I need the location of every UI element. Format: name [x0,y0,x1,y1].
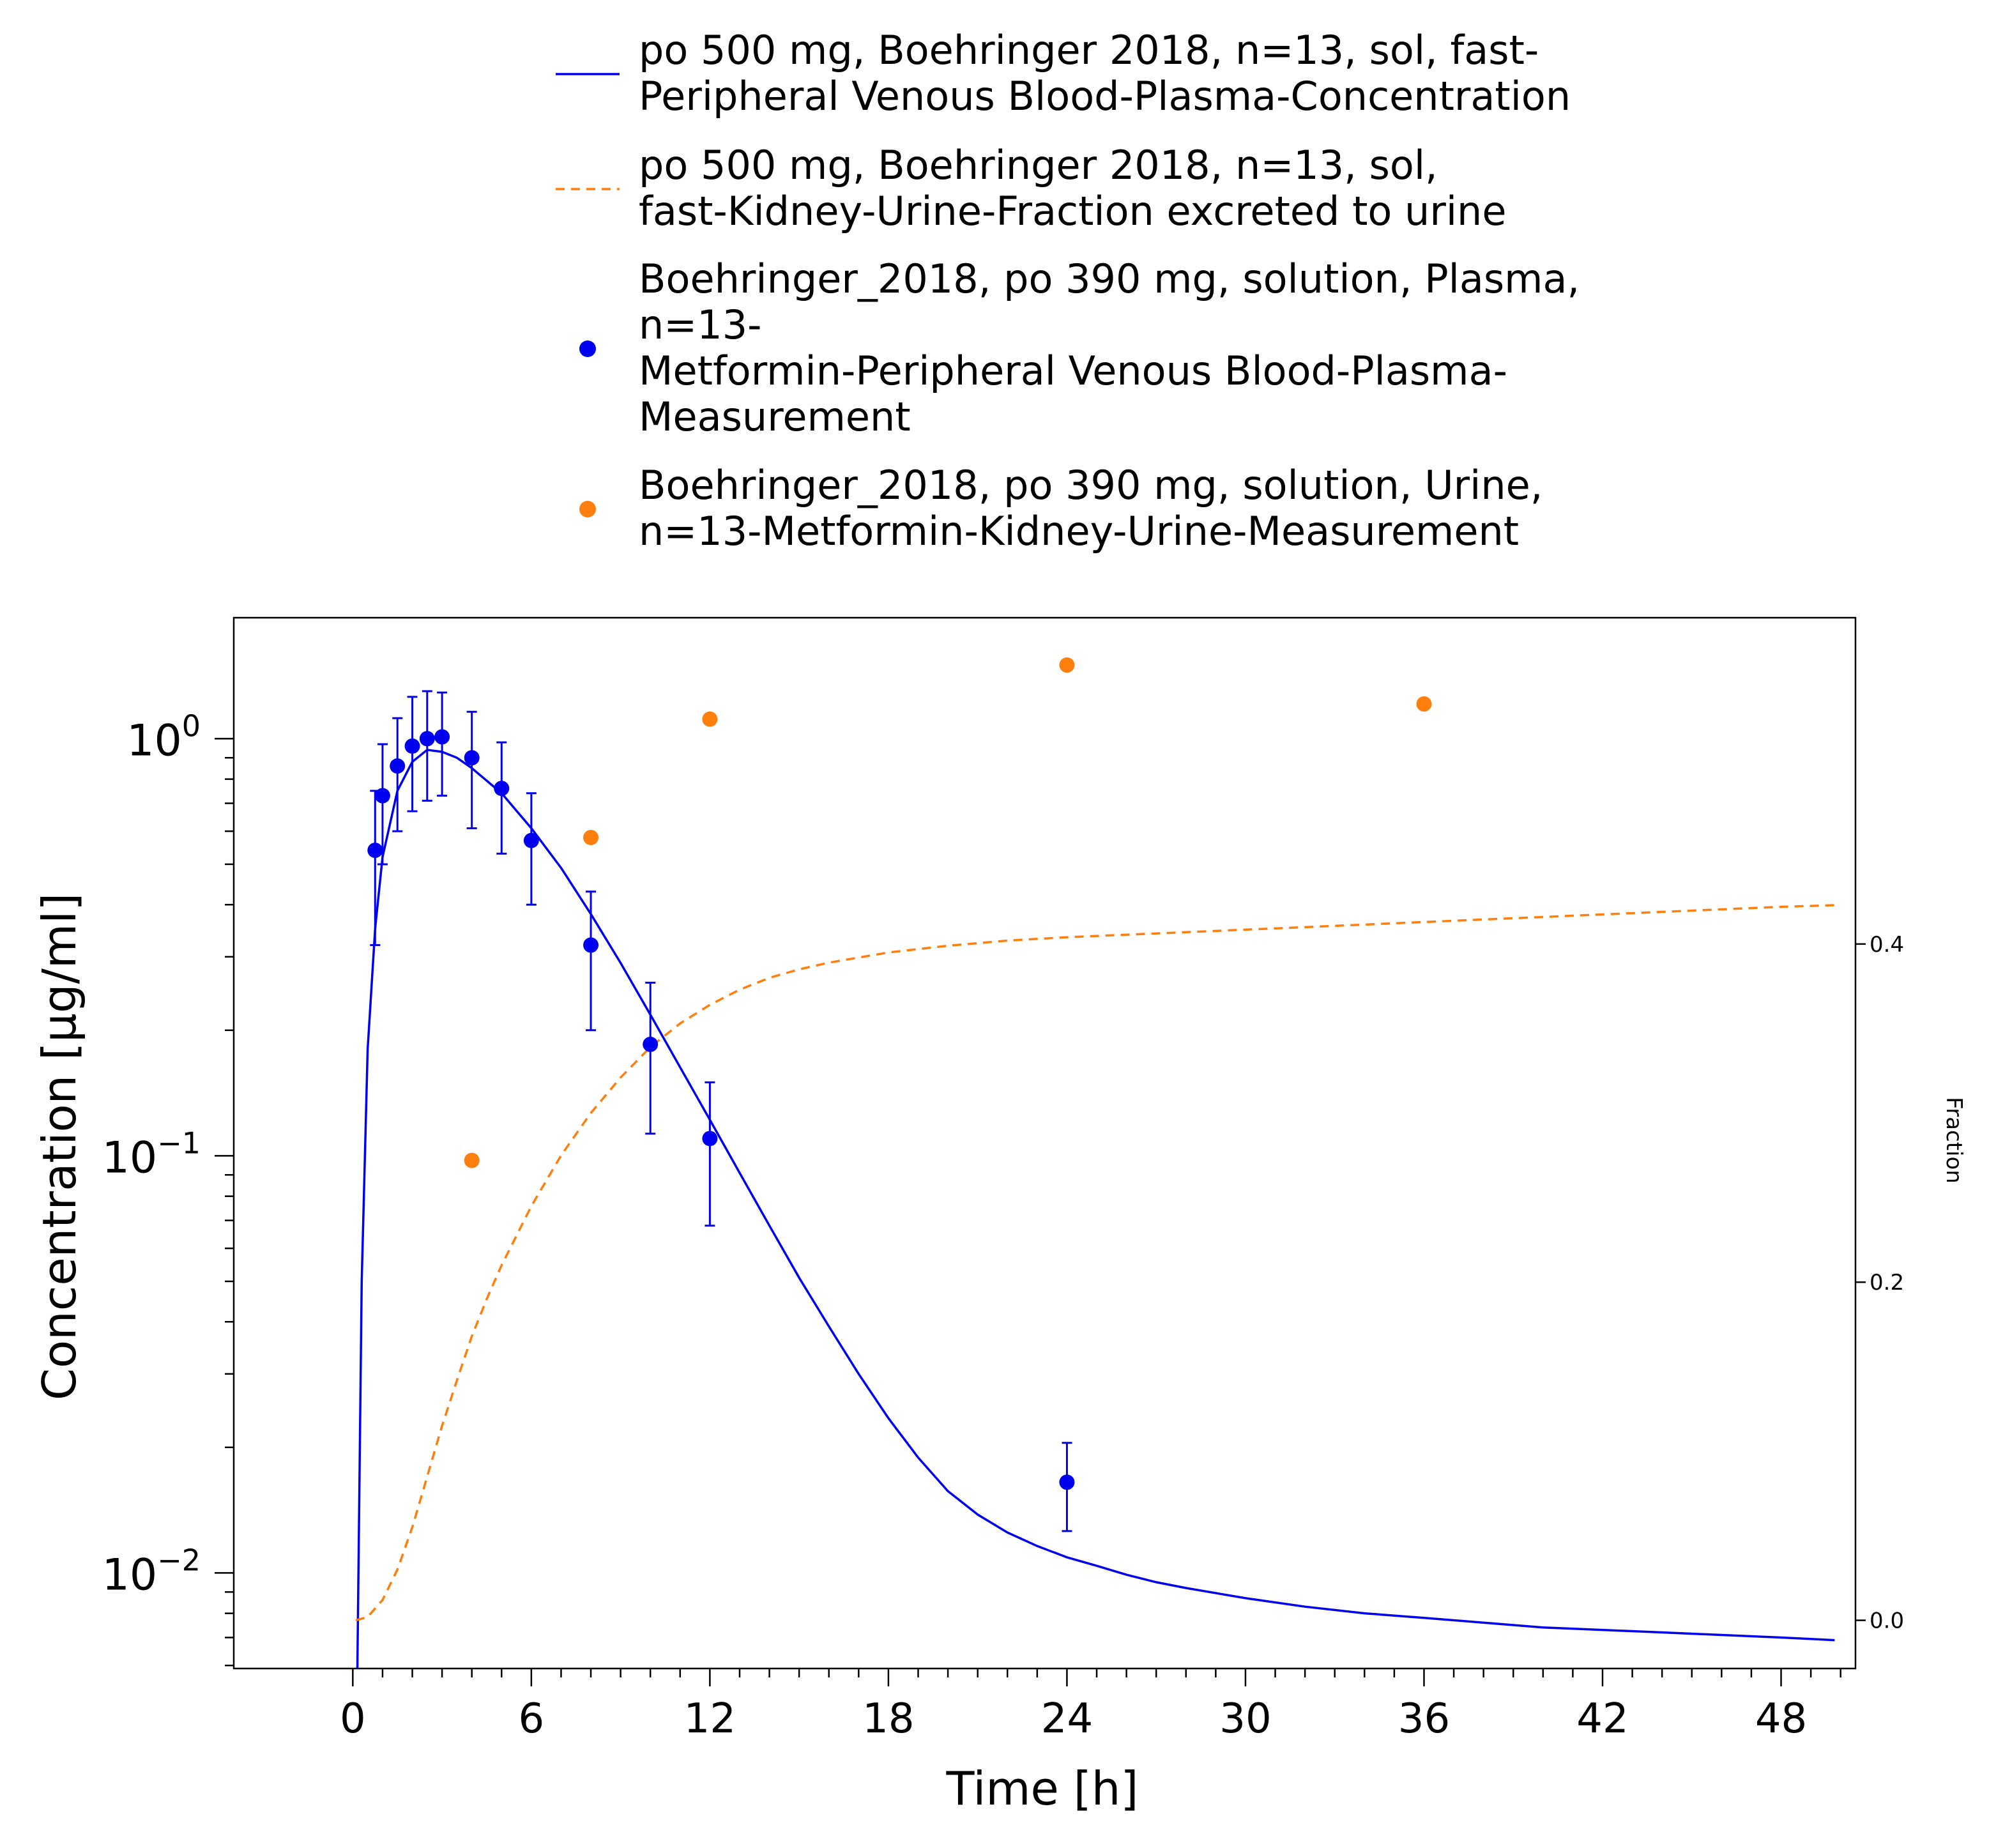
data-point [374,788,390,804]
data-point [367,843,383,859]
legend: po 500 mg, Boehringer 2018, n=13, sol, f… [556,27,1580,554]
data-point [494,781,510,797]
series-line-0 [356,749,1835,1669]
data-point [464,1152,480,1168]
x-tick-label: 36 [1398,1695,1450,1743]
x-tick-label: 6 [519,1695,545,1743]
data-point [523,832,539,848]
x-axis-label: Time [h] [946,1762,1139,1815]
data-point [1059,1474,1075,1490]
legend-label: po 500 mg, Boehringer 2018, n=13, sol, [639,142,1438,188]
legend-label: Boehringer_2018, po 390 mg, solution, Pl… [639,256,1580,302]
legend-label: Boehringer_2018, po 390 mg, solution, Ur… [639,462,1543,508]
y-axis-label: Concentration [µg/ml] [33,893,86,1400]
x-tick-label: 18 [862,1695,914,1743]
data-point [1416,696,1432,712]
y2-tick-label: 0.2 [1870,1270,1904,1295]
legend-label: Metformin-Peripheral Venous Blood-Plasma… [639,347,1507,394]
data-point [404,738,420,754]
series-line-1 [355,904,1835,1622]
y-tick-label: 100 [126,708,201,766]
y-tick-exponent: −2 [157,1543,201,1577]
y2-tick-label: 0.4 [1870,932,1904,958]
y2-axis: 0.0 0.2 0.4 [1855,932,1904,1634]
x-tick-label: 30 [1219,1695,1271,1743]
data-point [643,1036,659,1052]
data-point [583,830,599,846]
legend-label: n=13-Metformin-Kidney-Urine-Measurement [639,508,1519,554]
y-tick-base: 10 [126,715,182,766]
legend-label: fast-Kidney-Urine-Fraction excreted to u… [639,188,1507,234]
data-point [419,731,435,747]
data-point [1059,657,1075,673]
x-axis: 0 6 12 18 24 30 36 42 48 [340,1669,1841,1743]
y-tick-exponent: 0 [182,708,201,743]
data-point [464,750,480,766]
y-tick-label: 10−2 [102,1543,201,1600]
y-tick-exponent: −1 [157,1126,201,1160]
data-point [702,1131,718,1147]
y2-tick-label: 0.0 [1870,1608,1904,1634]
data-point [390,758,406,774]
data-point [434,729,450,745]
legend-label: Peripheral Venous Blood-Plasma-Concentra… [639,73,1571,119]
legend-entry-3: Boehringer_2018, po 390 mg, solution, Ur… [579,462,1543,554]
legend-label: Measurement [639,393,911,440]
x-tick-label: 48 [1755,1695,1807,1743]
y-tick-label: 10−1 [102,1126,201,1183]
y-tick-base: 10 [102,1550,158,1600]
legend-entry-1: po 500 mg, Boehringer 2018, n=13, sol,fa… [556,142,1507,234]
y-tick-base: 10 [102,1133,158,1183]
plot-frame [232,616,1857,1670]
legend-label: po 500 mg, Boehringer 2018, n=13, sol, f… [639,27,1539,73]
x-tick-label: 12 [684,1695,736,1743]
data-point [583,937,599,953]
data-point [702,711,718,727]
legend-label: n=13- [639,302,762,348]
x-tick-label: 42 [1576,1695,1628,1743]
x-tick-label: 0 [340,1695,366,1743]
y2-axis-label: Fraction [1941,1097,1967,1184]
legend-entry-2: Boehringer_2018, po 390 mg, solution, Pl… [579,256,1580,440]
legend-symbol [579,501,596,517]
legend-entry-0: po 500 mg, Boehringer 2018, n=13, sol, f… [556,27,1571,119]
x-tick-label: 24 [1041,1695,1093,1743]
plot-area [232,616,1857,1670]
legend-symbol [579,340,596,357]
